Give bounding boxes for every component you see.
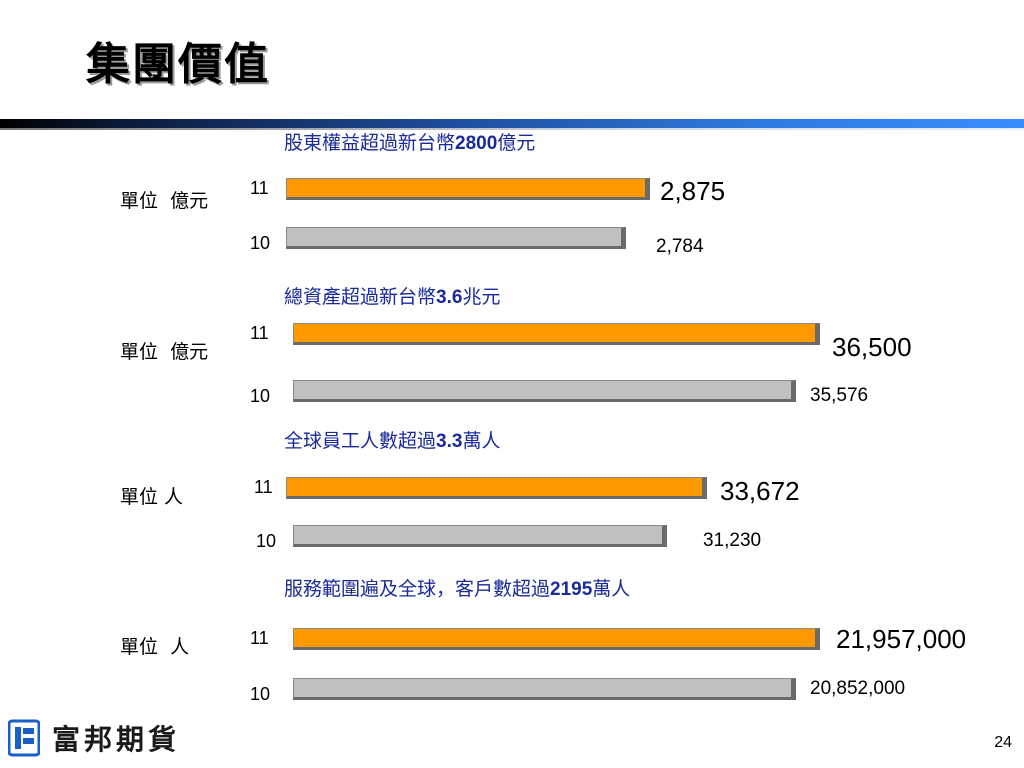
category-label: 10 <box>250 684 271 704</box>
caption-text: 股東權益超過新台幣 <box>284 132 456 154</box>
title-divider-shadow <box>0 128 1024 130</box>
caption-number: 3.6 <box>436 287 463 308</box>
category-label: 10 <box>256 531 277 551</box>
unit-label: 單位 億元 <box>120 341 209 363</box>
value-label: 2,875 <box>660 176 726 206</box>
category-label: 11 <box>250 178 269 198</box>
unit-label: 單位 億元 <box>120 190 209 212</box>
value-label: 36,500 <box>832 332 912 362</box>
caption-suffix: 億元 <box>497 132 536 154</box>
unit-label: 單位 人 <box>120 636 190 658</box>
caption-text: 服務範圍遍及全球，客戶數超過 <box>284 578 551 600</box>
caption-suffix: 萬人 <box>462 430 501 452</box>
value-label: 33,672 <box>720 476 800 506</box>
chart-caption: 服務範圍遍及全球，客戶數超過2195萬人 <box>284 574 630 601</box>
bar-current-year <box>286 178 650 200</box>
chart-caption: 總資產超過新台幣3.6兆元 <box>284 282 500 309</box>
page-title: 集團價值 <box>86 39 270 90</box>
value-label: 31,230 <box>703 530 762 551</box>
bar-current-year <box>286 477 707 499</box>
bar-previous-year <box>293 525 667 547</box>
value-label: 35,576 <box>810 385 869 406</box>
bar-previous-year <box>286 227 626 249</box>
caption-number: 2195 <box>550 579 593 600</box>
logo-text: 富邦期貨 <box>52 723 181 756</box>
category-label: 10 <box>250 386 271 406</box>
caption-text: 全球員工人數超過 <box>284 430 437 452</box>
value-label: 20,852,000 <box>810 678 906 699</box>
chart-caption: 全球員工人數超過3.3萬人 <box>284 426 500 453</box>
caption-text: 總資產超過新台幣 <box>284 286 437 308</box>
bar-previous-year <box>293 678 796 700</box>
caption-number: 2800 <box>455 133 498 154</box>
fubon-logo-icon <box>8 719 40 757</box>
value-label: 2,784 <box>656 236 704 257</box>
bar-current-year <box>293 628 820 650</box>
company-logo: 富邦期貨 <box>8 718 180 758</box>
caption-suffix: 兆元 <box>462 286 501 308</box>
bar-current-year <box>293 323 820 345</box>
category-label: 11 <box>254 477 273 497</box>
caption-number: 3.3 <box>436 431 463 452</box>
category-label: 11 <box>250 323 269 343</box>
caption-suffix: 萬人 <box>592 578 631 600</box>
bar-previous-year <box>293 380 796 402</box>
page-number: 24 <box>994 734 1012 751</box>
category-label: 11 <box>250 628 269 648</box>
title-divider <box>0 119 1024 128</box>
unit-label: 單位 人 <box>120 486 184 508</box>
chart-caption: 股東權益超過新台幣2800億元 <box>284 128 535 155</box>
value-label: 21,957,000 <box>836 624 967 654</box>
category-label: 10 <box>250 233 271 253</box>
